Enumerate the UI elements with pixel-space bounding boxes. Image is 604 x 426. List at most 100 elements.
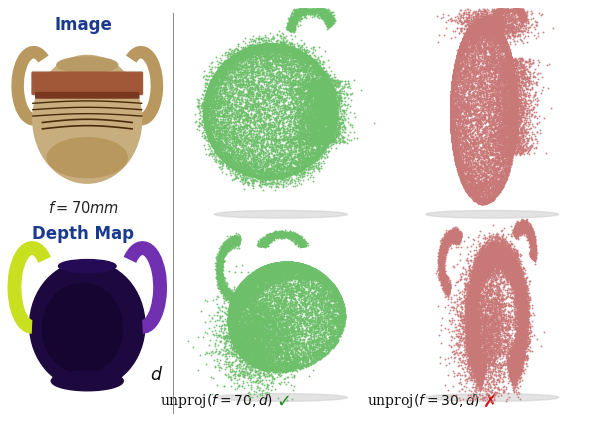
Point (480, 193, 489, 200)
Point (472, 365, 482, 372)
Point (495, 337, 504, 343)
Point (294, 262, 303, 269)
Point (491, 37, 501, 43)
Point (471, 284, 480, 291)
Point (446, 118, 455, 125)
Point (229, 235, 239, 242)
Point (501, 45, 511, 52)
Point (231, 51, 241, 58)
Point (230, 341, 239, 348)
Point (505, 92, 515, 99)
Point (233, 49, 243, 56)
Point (489, 300, 499, 307)
Point (211, 69, 221, 76)
Point (262, 308, 271, 315)
Point (213, 101, 223, 107)
Point (320, 86, 330, 93)
Point (228, 294, 237, 300)
Point (224, 319, 234, 326)
Point (254, 313, 263, 320)
Point (276, 271, 286, 278)
Point (512, 361, 522, 368)
Point (301, 281, 310, 288)
Point (257, 299, 266, 306)
Point (269, 231, 279, 238)
Point (271, 307, 281, 314)
Point (243, 352, 252, 359)
Point (218, 281, 228, 288)
Point (230, 322, 239, 329)
Point (316, 343, 326, 349)
Point (241, 325, 251, 331)
Point (251, 338, 260, 345)
Point (307, 57, 317, 63)
Point (298, 307, 307, 314)
Point (217, 274, 227, 281)
Point (233, 285, 242, 292)
Point (293, 276, 303, 282)
Point (513, 335, 523, 342)
Point (299, 9, 309, 15)
Point (272, 231, 282, 238)
Point (444, 280, 454, 287)
Point (494, 138, 504, 145)
Point (452, 72, 462, 79)
Point (435, 238, 445, 245)
Point (518, 293, 527, 299)
Point (512, 100, 522, 106)
Point (325, 17, 335, 24)
Point (487, 254, 497, 261)
Point (518, 330, 527, 337)
Point (486, 164, 495, 170)
Point (252, 376, 262, 383)
Point (489, 150, 498, 157)
Point (446, 106, 455, 112)
Point (233, 299, 242, 306)
Point (512, 122, 521, 129)
Point (215, 278, 225, 285)
Point (448, 86, 458, 92)
Point (488, 243, 498, 250)
Point (248, 272, 257, 279)
Point (310, 93, 320, 100)
Point (240, 276, 250, 283)
Point (249, 161, 259, 168)
Point (469, 283, 478, 290)
Point (285, 22, 295, 29)
Point (270, 265, 280, 272)
Point (265, 309, 275, 316)
Point (524, 319, 533, 326)
Point (212, 75, 222, 81)
Point (453, 51, 463, 58)
Point (275, 42, 285, 49)
Point (270, 328, 280, 335)
Point (486, 193, 496, 200)
Point (486, 245, 496, 252)
Point (449, 230, 459, 237)
Point (455, 130, 464, 137)
Point (278, 320, 288, 326)
Point (497, 101, 507, 107)
Point (286, 20, 296, 27)
Point (225, 295, 234, 302)
Point (484, 196, 493, 203)
Point (480, 40, 489, 47)
Point (482, 267, 492, 273)
Point (237, 359, 246, 366)
Point (321, 78, 330, 85)
Point (252, 278, 262, 285)
Point (205, 91, 215, 98)
Point (481, 148, 491, 155)
Point (263, 334, 273, 340)
Point (271, 266, 280, 273)
Point (463, 297, 472, 304)
Point (493, 18, 503, 25)
Point (216, 253, 225, 259)
Point (445, 241, 455, 248)
Point (507, 227, 516, 233)
Point (512, 141, 521, 147)
Point (258, 266, 268, 273)
Point (231, 310, 241, 317)
Point (484, 267, 494, 274)
Point (469, 339, 479, 346)
